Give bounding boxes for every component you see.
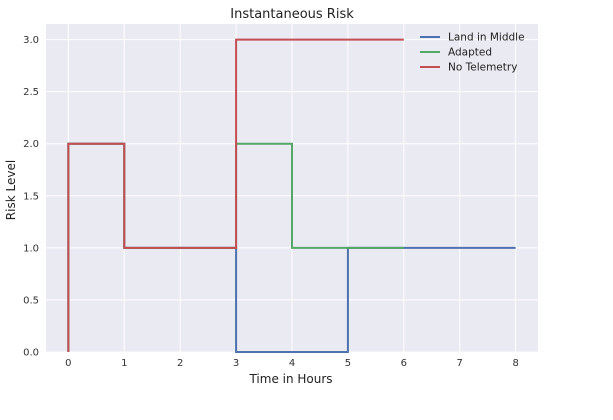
y-tick-label: 3.0	[23, 35, 39, 46]
y-tick-label: 1.5	[23, 191, 39, 202]
legend-label: No Telemetry	[448, 62, 517, 74]
y-tick-label: 0.5	[23, 295, 39, 306]
legend-label: Adapted	[448, 47, 492, 59]
x-tick-label: 6	[401, 358, 407, 369]
x-tick-label: 0	[65, 358, 71, 369]
tick-labels: 0 1 2 3 4 5 6 7 8 0.0 0.5 1.0 1.5 2.0 2.5 3.0	[23, 35, 519, 369]
legend-label: Land in Middle	[448, 32, 525, 44]
chart-title: Instantaneous Risk	[230, 7, 354, 22]
x-axis-label: Time in Hours	[248, 372, 332, 386]
x-tick-label: 2	[177, 358, 183, 369]
x-tick-label: 8	[512, 358, 518, 369]
y-axis-label: Risk Level	[4, 160, 18, 220]
x-tick-label: 3	[233, 358, 239, 369]
x-tick-label: 4	[289, 358, 295, 369]
series-line-no-telemetry	[67, 38, 404, 352]
x-tick-label: 5	[345, 358, 351, 369]
legend: Land in Middle Adapted No Telemetry	[420, 32, 525, 74]
x-tick-label: 7	[457, 358, 463, 369]
y-tick-label: 0.0	[23, 348, 39, 359]
series-layer	[67, 38, 516, 353]
y-tick-label: 2.0	[23, 139, 39, 150]
y-tick-label: 1.0	[23, 243, 39, 254]
x-tick-label: 1	[121, 358, 127, 369]
y-tick-label: 2.5	[23, 87, 39, 98]
